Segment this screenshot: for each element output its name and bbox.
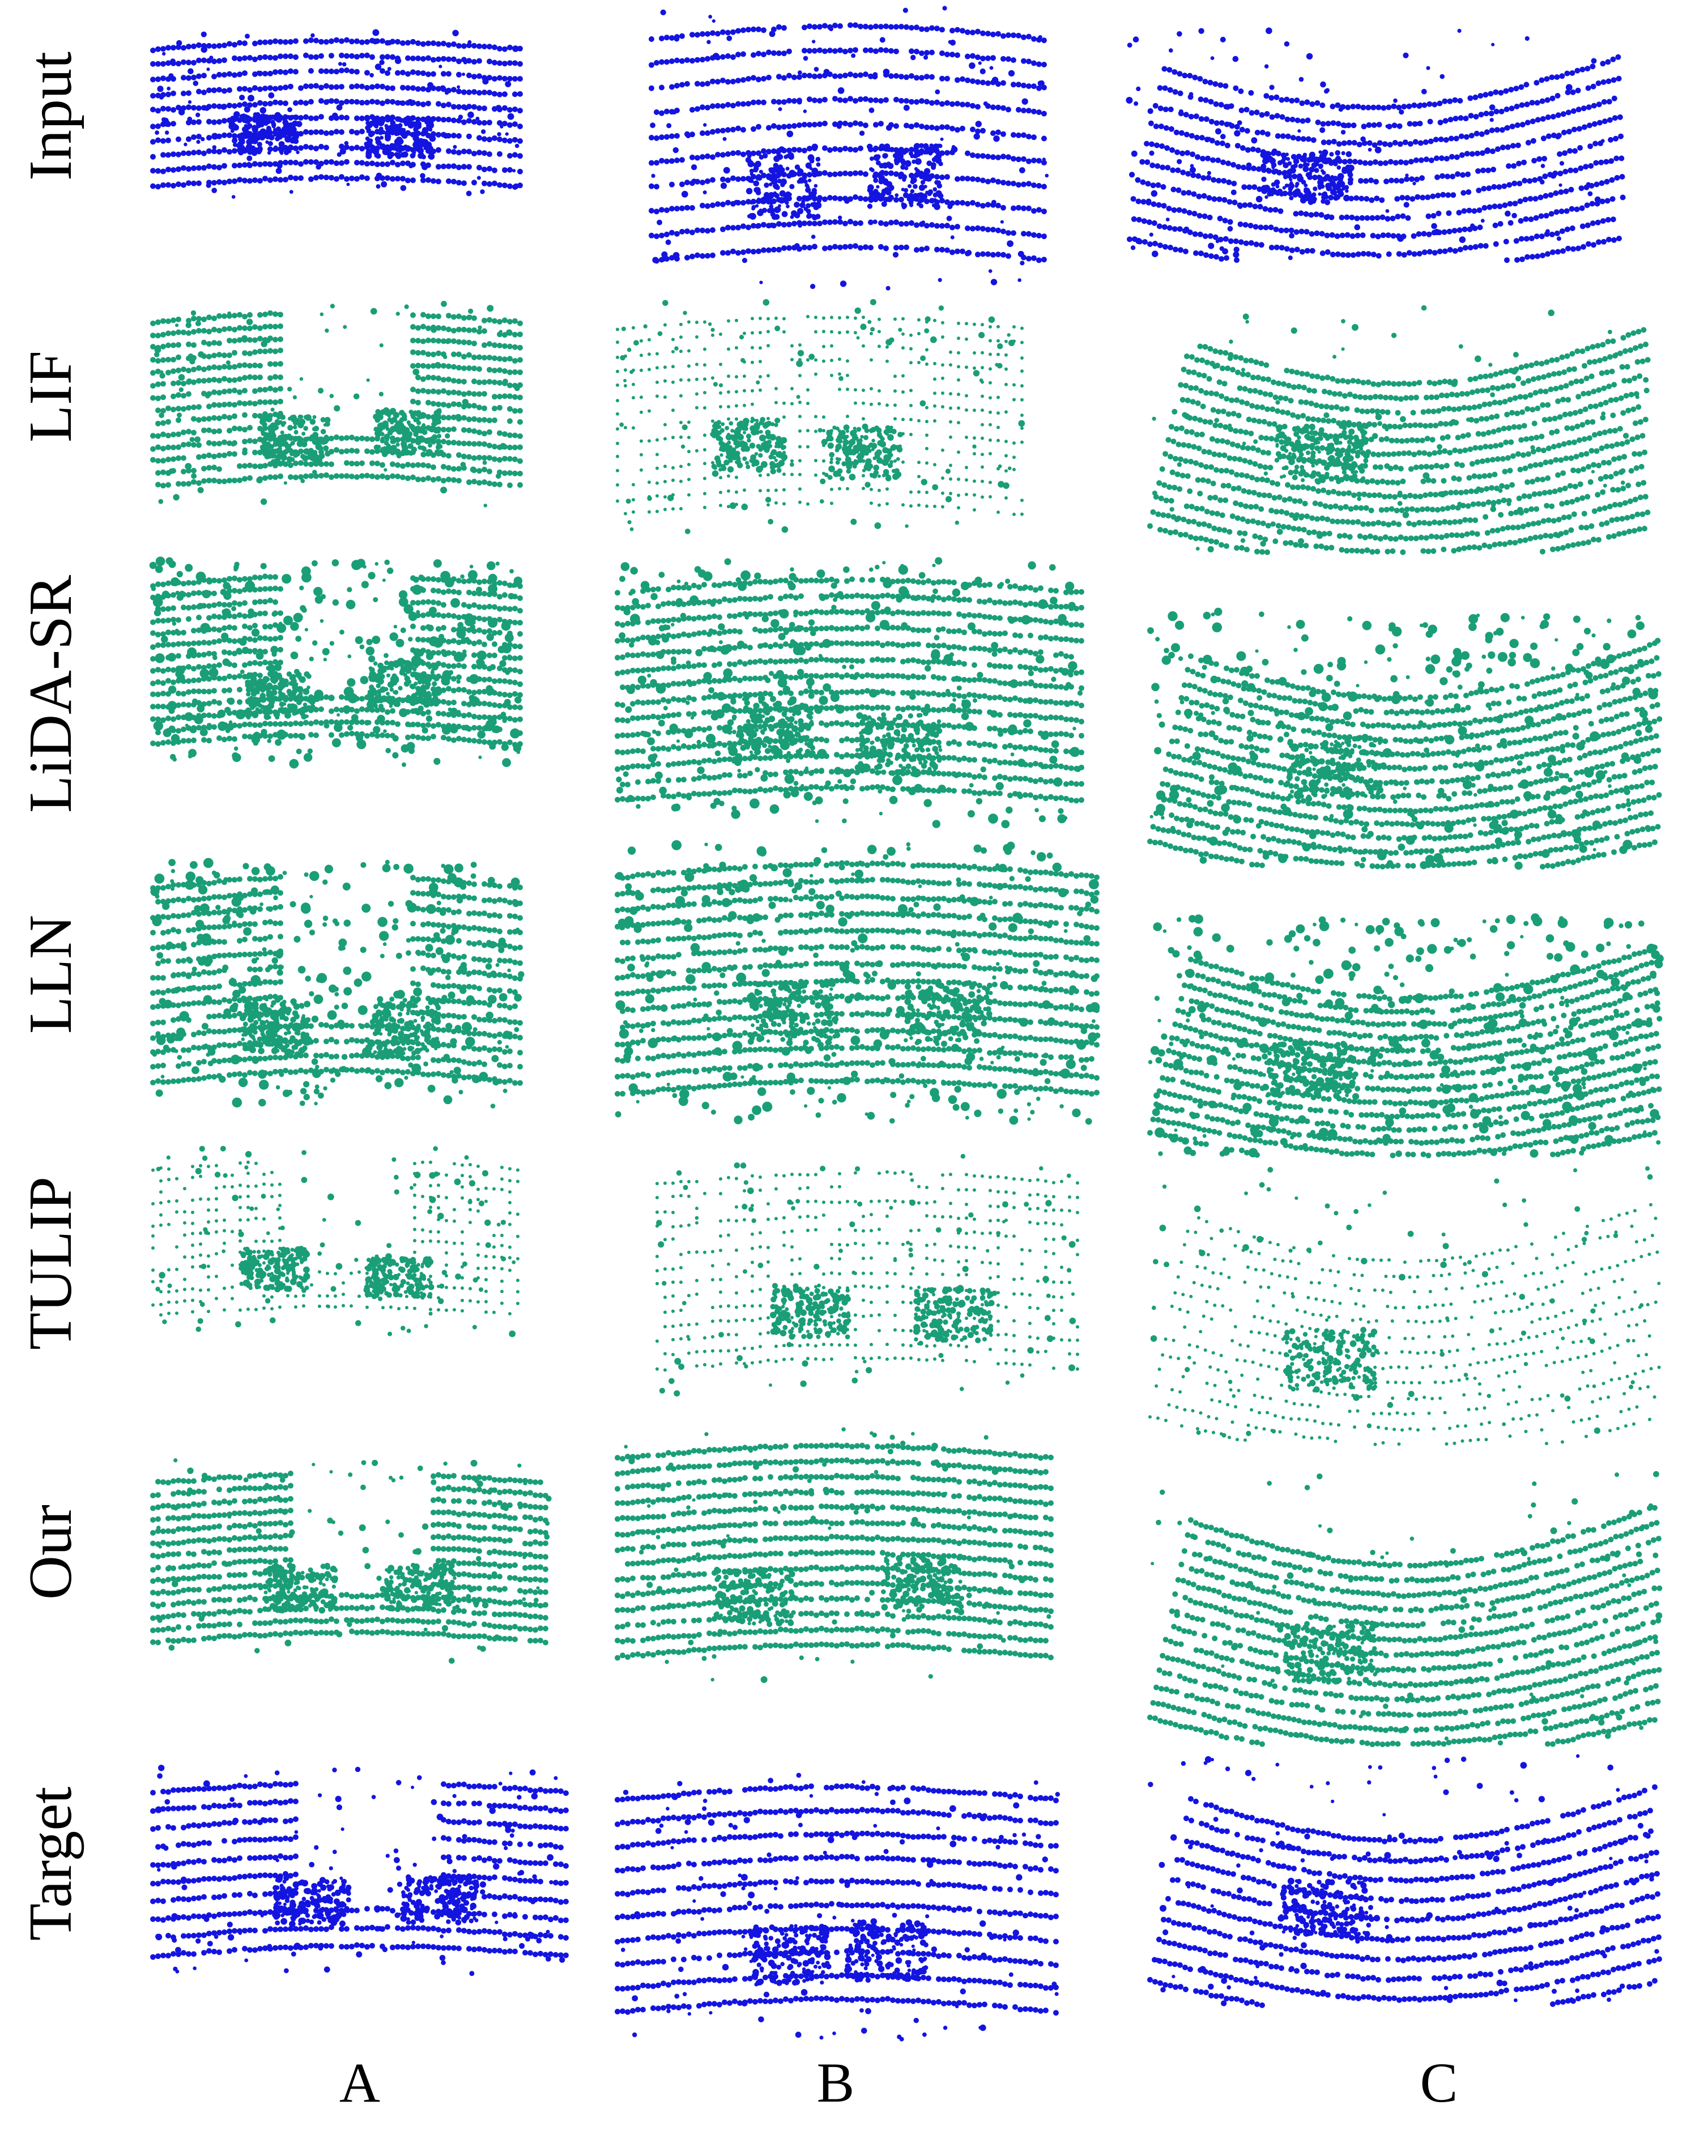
panel-lln-b: [615, 840, 1101, 1125]
panel-lif-c: [1147, 305, 1651, 555]
point-cloud-panels: [149, 6, 1664, 2042]
row-label-lida-sr: LiDA-SR: [17, 575, 84, 813]
panel-our-c: [1147, 1471, 1663, 1748]
row-label-lif: LIF: [17, 351, 84, 442]
panel-lln-c: [1147, 913, 1664, 1158]
column-labels: A B C: [339, 2051, 1458, 2114]
column-label-c: C: [1420, 2051, 1458, 2114]
row-label-our: Our: [17, 1505, 84, 1600]
panel-lln-a: [150, 858, 525, 1109]
panel-target-b: [615, 1772, 1060, 2042]
panel-target-a: [150, 1765, 569, 1976]
panel-lida-sr-b: [615, 557, 1084, 829]
panel-input-a: [150, 29, 523, 199]
panel-lida-sr-a: [149, 556, 523, 769]
panel-lif-a: [150, 301, 523, 508]
row-labels: Input LIF LiDA-SR LLN TULIP Our Target: [17, 52, 84, 1941]
panel-lif-b: [616, 299, 1025, 534]
panel-input-b: [649, 6, 1049, 291]
panel-our-b: [615, 1427, 1054, 1683]
panel-tulip-b: [655, 1154, 1079, 1397]
row-label-lln: LLN: [17, 915, 84, 1034]
panel-tulip-c: [1148, 1166, 1661, 1446]
column-label-a: A: [339, 2051, 380, 2114]
row-label-tulip: TULIP: [17, 1177, 84, 1350]
row-label-target: Target: [17, 1787, 84, 1941]
panel-tulip-a: [151, 1145, 519, 1337]
column-label-b: B: [817, 2051, 855, 2114]
panel-our-a: [150, 1458, 552, 1664]
panel-input-c: [1126, 27, 1626, 263]
row-label-input: Input: [17, 52, 84, 181]
panel-lida-sr-c: [1147, 607, 1663, 870]
panel-target-c: [1147, 1754, 1662, 2008]
